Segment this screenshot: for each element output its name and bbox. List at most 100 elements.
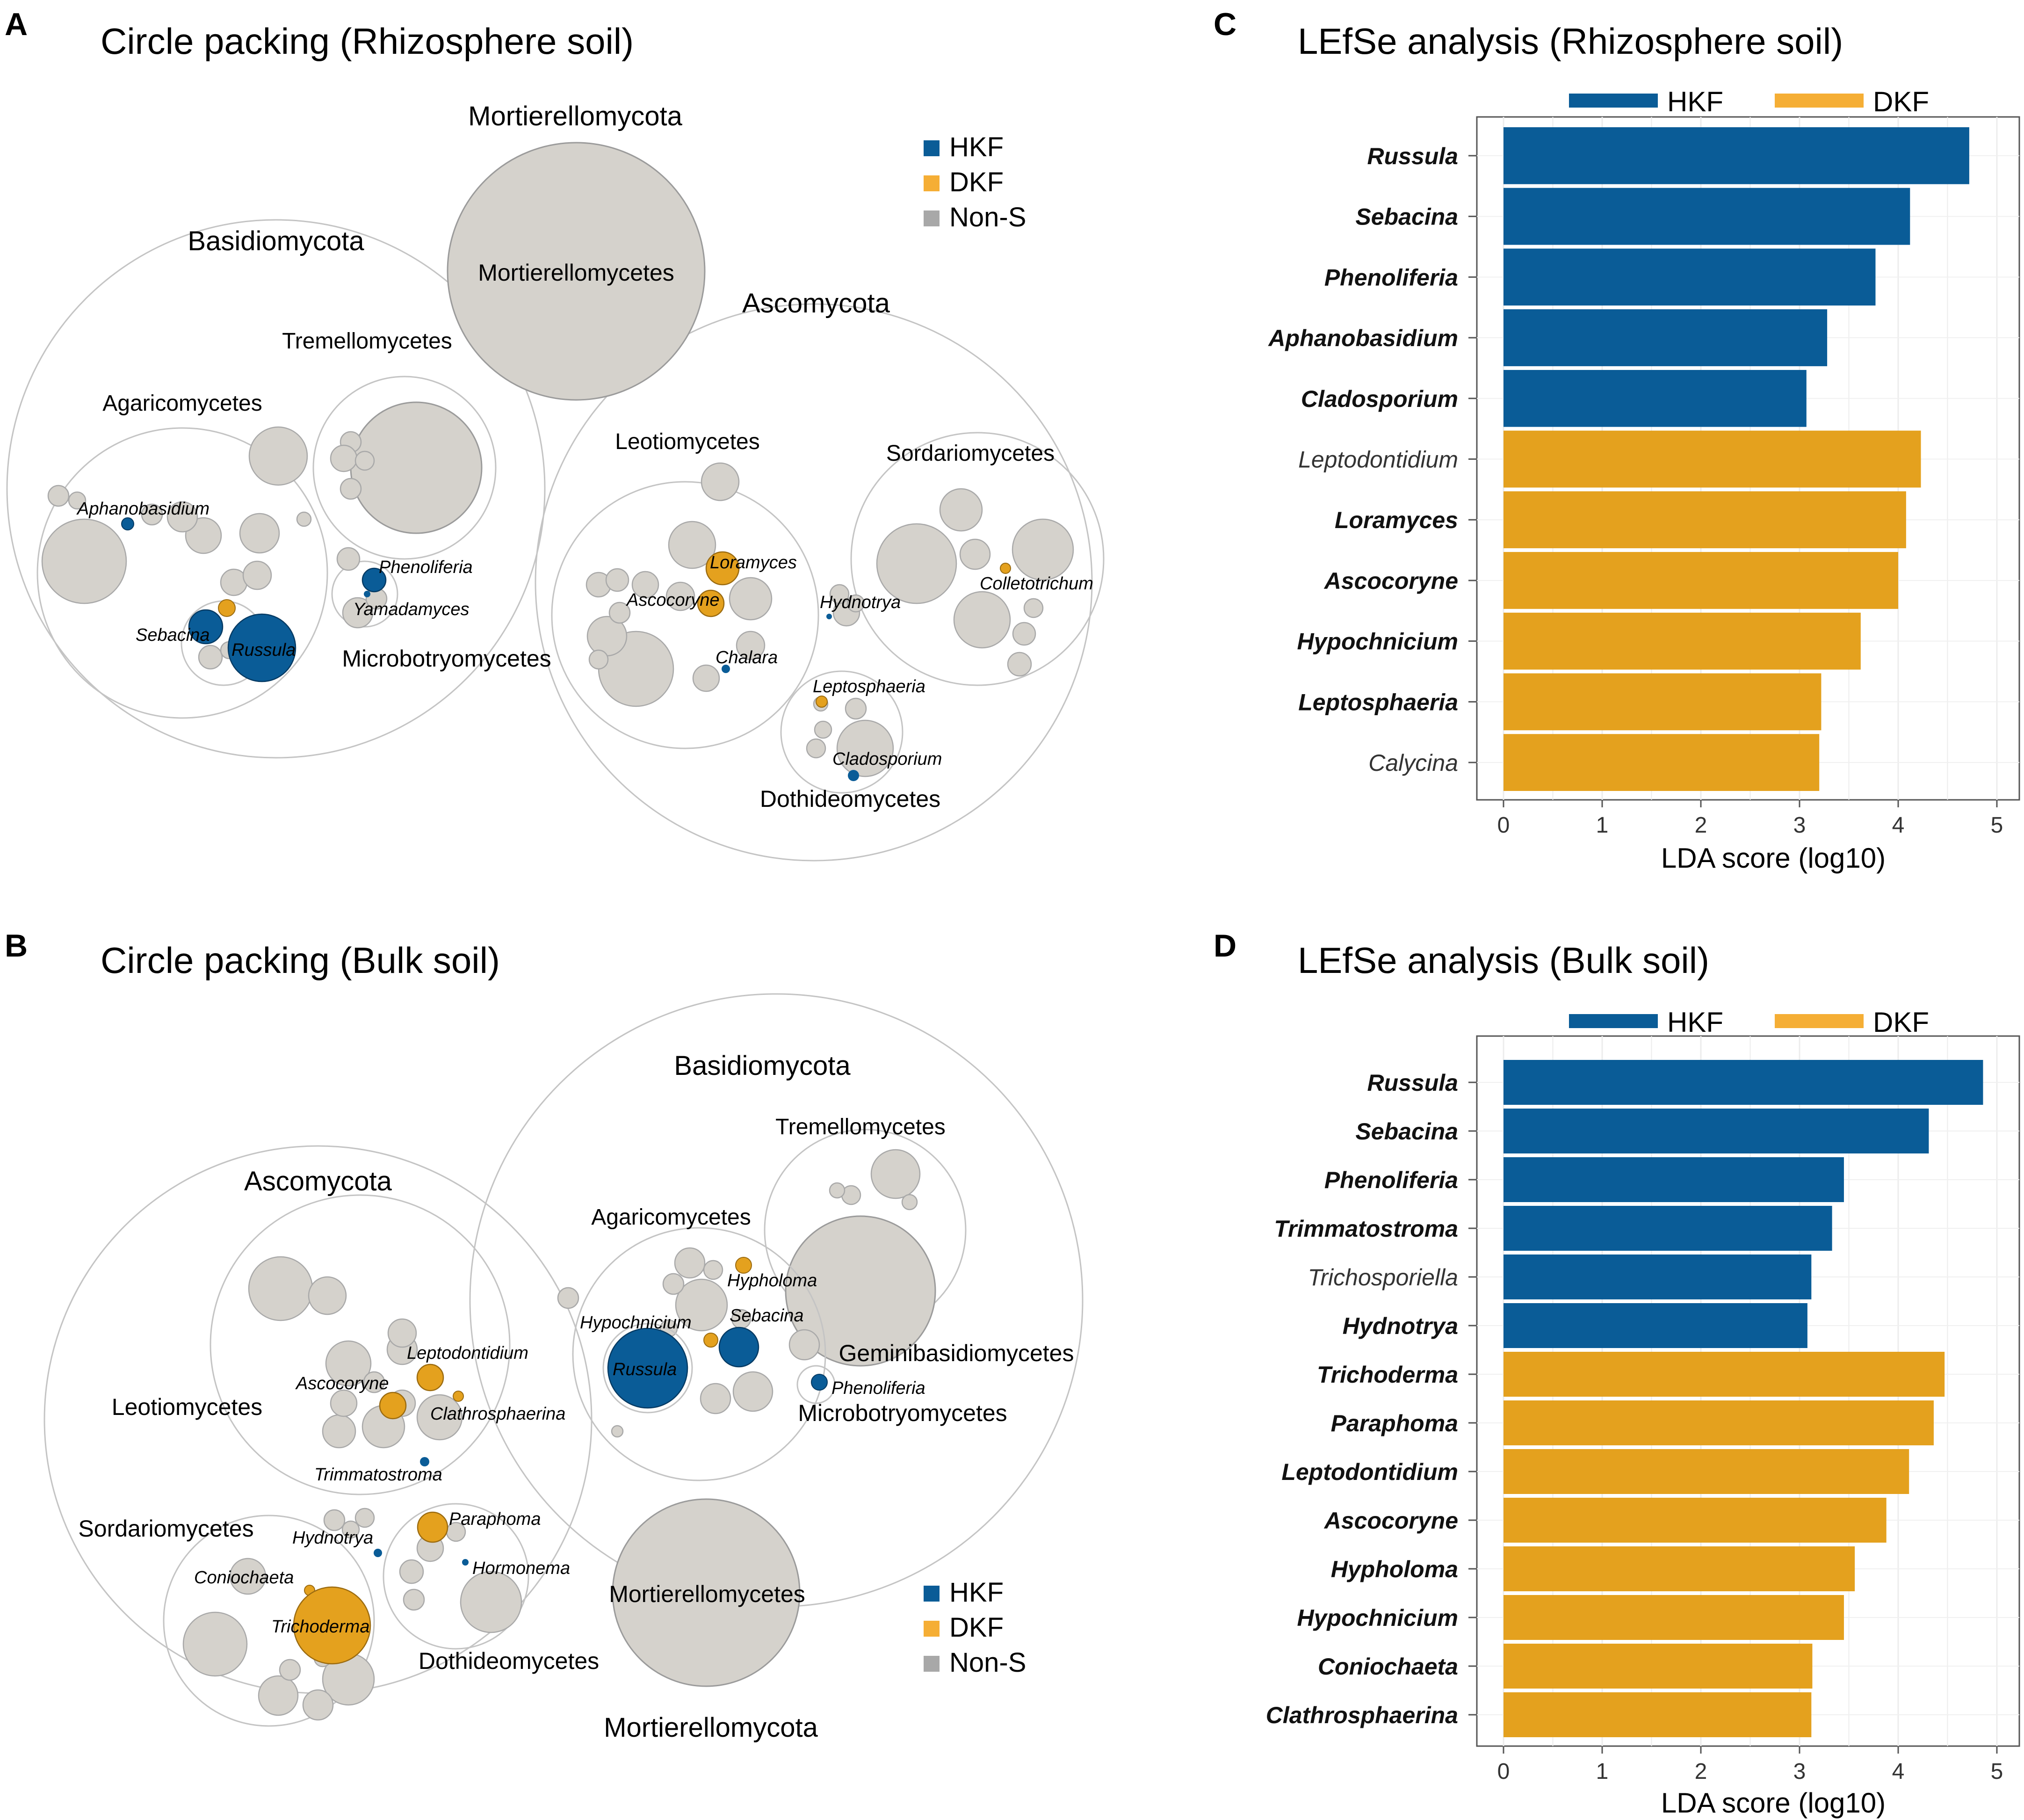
legend-d-hkf-label: HKF [1667,1007,1723,1038]
label-phenoliferia-d: Phenoliferia [1324,1167,1458,1193]
label-genus-ascocoryne-a: Ascocoryne [626,590,720,610]
bar-sebacina-c [1504,188,1910,245]
xtick-label-3-d: 3 [1793,1759,1806,1784]
label-leptodontidium-c: Leptodontidium [1298,447,1458,473]
label-genus-leptodontidium-b: Leptodontidium [407,1343,528,1363]
panel-c: C LEfSe analysis (Rhizosphere soil) HKF … [1214,7,2020,874]
label-clathrosphaerina-d: Clathrosphaerina [1266,1702,1458,1728]
class-circle-agaricomycetes-b [572,1227,826,1481]
circle-trimmatostroma-b [420,1457,429,1466]
circle-sebacina-a [188,609,224,645]
panel-c-title: LEfSe analysis (Rhizosphere soil) [1298,21,1843,62]
label-leptodontidium-d: Leptodontidium [1281,1459,1458,1485]
label-genus-phenoliferia-b: Phenoliferia [831,1378,925,1398]
class-circle-tremellomycetes [312,376,497,560]
russula-outer-circle-b [602,1323,693,1414]
legend-a-dkf-swatch [924,175,940,191]
label-genus-loramyces-a: Loramyces [710,553,797,573]
circle-phenoliferia-a [361,567,387,593]
genus-labels-b: Hypholoma Hypochnicium Sebacina Russula … [194,1271,925,1637]
bar-leptodontidium-d [1504,1449,1909,1494]
label-genus-clathrosphaerina-b: Clathrosphaerina [430,1404,565,1424]
circle-chalara [722,665,730,673]
legend-b-non-s-label: Non-S [949,1647,1026,1678]
xtick-label-0-c: 0 [1497,813,1510,838]
circle-hormonema-b [462,1559,469,1566]
label-class-dothideomycetes-b: Dothideomycetes [419,1648,599,1674]
circle-ascocoryne-a [697,589,725,617]
phylum-circle-ascomycota [535,303,1093,862]
panel-letter-b: B [5,928,28,964]
panel-letter-a: A [5,7,28,42]
class-circle-leotiomycetes-b [210,1194,511,1495]
label-genus-ascocoryne-b: Ascocoryne [295,1374,389,1393]
class-circle-dothideomycetes [780,670,904,794]
label-phylum-ascomycota-b: Ascomycota [244,1166,392,1196]
bar-hypochnicium-c [1504,612,1861,670]
label-genus-russula-b: Russula [613,1360,677,1379]
legend-d-dkf-label: DKF [1873,1007,1929,1038]
label-phylum-mortierellomycota-b: Mortierellomycota [604,1712,818,1743]
label-genus-paraphoma-b: Paraphoma [449,1509,541,1529]
legend-b-hkf-swatch [924,1586,940,1602]
circle-mortierellomycetes [447,142,706,401]
label-hydnotrya-d: Hydnotrya [1343,1313,1458,1339]
bar-russula-d [1504,1060,1983,1105]
bar-hypochnicium-d [1504,1595,1844,1640]
label-genus-hydnotrya-a: Hydnotrya [820,593,901,612]
xtick-label-5-c: 5 [1991,813,2003,838]
legend-c-hkf-label: HKF [1667,86,1723,117]
xtick-label-3-c: 3 [1793,813,1806,838]
label-genus-hormonema-b: Hormonema [472,1559,570,1578]
label-class-sordariomycetes-a: Sordariomycetes [886,441,1055,466]
legend-a-non-s-label: Non-S [949,202,1026,232]
label-paraphoma-d: Paraphoma [1331,1410,1458,1436]
xtick-label-0-d: 0 [1497,1759,1510,1784]
label-ascocoryne-d: Ascocoryne [1323,1508,1458,1534]
legend-d-hkf-swatch [1569,1014,1658,1028]
bar-clathrosphaerina-d [1504,1692,1812,1737]
panel-b-title: Circle packing (Bulk soil) [101,940,500,981]
x-ticks-c: 0 1 2 3 4 5 [1497,800,2003,838]
label-genus-sebacina-b: Sebacina [730,1306,803,1326]
label-russula-d: Russula [1367,1070,1458,1096]
bar-trichoderma-d [1504,1352,1945,1397]
class-circle-sordariomycetes-b [163,1515,375,1727]
x-axis-label-d: LDA score (log10) [1661,1787,1886,1819]
class-circle-leotiomycetes [551,481,819,749]
circle-clathrosphaerina-b [453,1391,464,1402]
label-class-geminibasidiomycetes-b: Geminibasidiomycetes [839,1340,1074,1366]
bar-cladosporium-c [1504,370,1807,427]
panel-letter-c: C [1214,7,1236,42]
bar-phenoliferia-c [1504,248,1876,306]
label-russula-c: Russula [1367,143,1458,169]
legend-a-non-s-swatch [924,210,940,226]
label-class-tremellomycetes-a: Tremellomycetes [282,329,452,354]
label-genus-hypholoma-b: Hypholoma [727,1271,817,1291]
label-hypochnicium-d: Hypochnicium [1297,1605,1458,1631]
bar-russula-c [1504,127,1969,184]
circle-hydnotrya-b [374,1549,382,1557]
xtick-label-1-d: 1 [1596,1759,1609,1784]
label-loramyces-c: Loramyces [1335,507,1458,533]
legend-d-dkf-swatch [1775,1014,1864,1028]
bars-c [1504,127,1969,791]
label-coniochaeta-d: Coniochaeta [1318,1653,1458,1680]
bar-paraphoma-d [1504,1400,1934,1445]
legend-b: HKF DKF Non-S [924,1577,1026,1678]
label-trichosporiella-d: Trichosporiella [1308,1264,1458,1291]
circle-hypochnicium-b [703,1333,718,1348]
label-calycina-c: Calycina [1368,750,1458,776]
label-class-sordariomycetes-b: Sordariomycetes [78,1515,253,1542]
legend-a-hkf-label: HKF [949,132,1004,162]
circle-leptosphaeria [816,696,828,708]
label-phylum-basidiomycota-b: Basidiomycota [674,1051,851,1081]
label-hypochnicium-c: Hypochnicium [1297,629,1458,655]
legend-b-dkf-label: DKF [949,1612,1004,1643]
label-genus-sebacina-a: Sebacina [136,625,210,645]
bar-aphanobasidium-c [1504,309,1828,366]
legend-a: HKF DKF Non-S [924,132,1026,232]
label-class-tremellomycetes-b: Tremellomycetes [775,1115,946,1139]
bar-ascocoryne-d [1504,1498,1887,1543]
